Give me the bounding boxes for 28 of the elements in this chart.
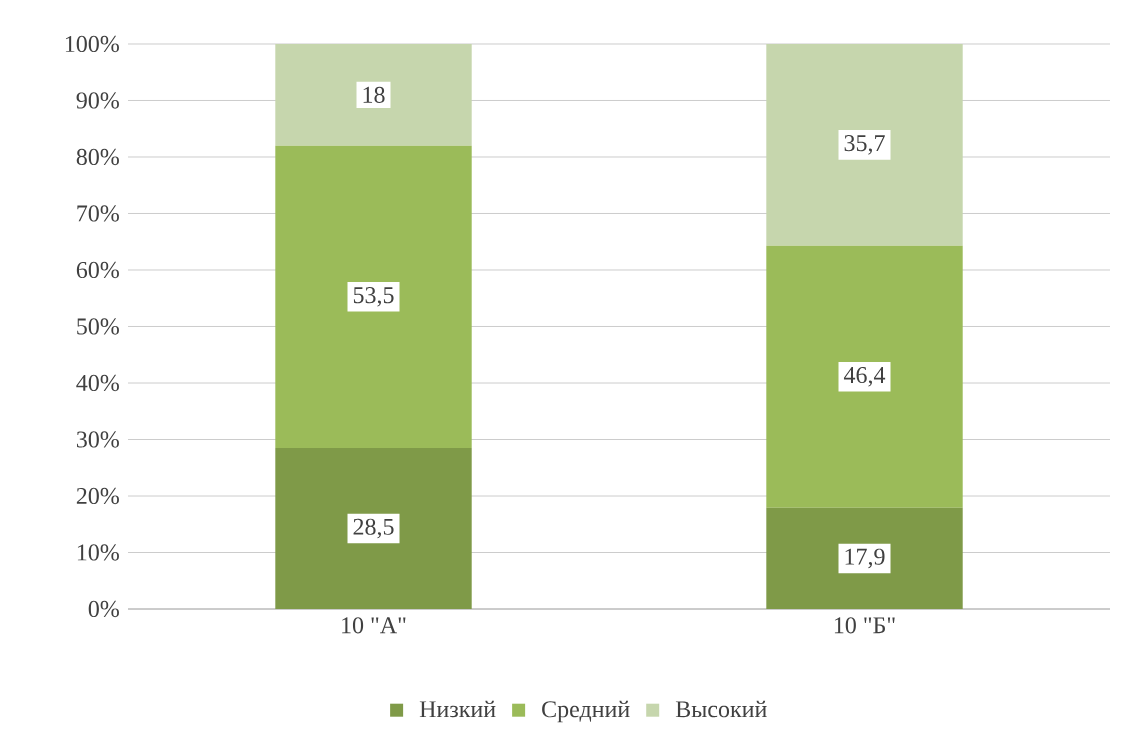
y-tick-label: 40% [76,374,119,392]
y-tick-label: 20% [76,487,119,505]
bar [275,447,472,609]
bar [766,245,963,508]
data-label: 35,7 [844,135,885,155]
y-tick-label: 70% [77,205,119,222]
data-label: 28,5 [353,518,394,539]
bar [275,145,472,448]
bar [766,507,963,609]
legend-label: Низкий [419,700,496,718]
bar [766,44,963,246]
y-tick-label: 90% [76,92,119,109]
bar [275,44,472,146]
x-tick-label: 10 "Б" [834,617,895,634]
y-tick-label: 80% [76,148,119,166]
legend-label: Средний [542,700,630,723]
data-label: 17,9 [845,548,885,569]
x-tick-label: 10 "А" [342,617,406,634]
y-tick-label: 50% [77,318,119,335]
data-label: 46,4 [843,366,886,387]
y-tick-label: 60% [76,261,119,279]
y-tick-label: 0% [88,600,119,618]
y-tick-label: 30% [76,431,119,448]
data-label: 18 [363,86,385,103]
y-tick-label: 100% [65,35,119,53]
legend-label: Высокий [675,700,767,718]
y-tick-label: 10% [77,544,119,561]
data-label: 53,5 [353,287,394,307]
